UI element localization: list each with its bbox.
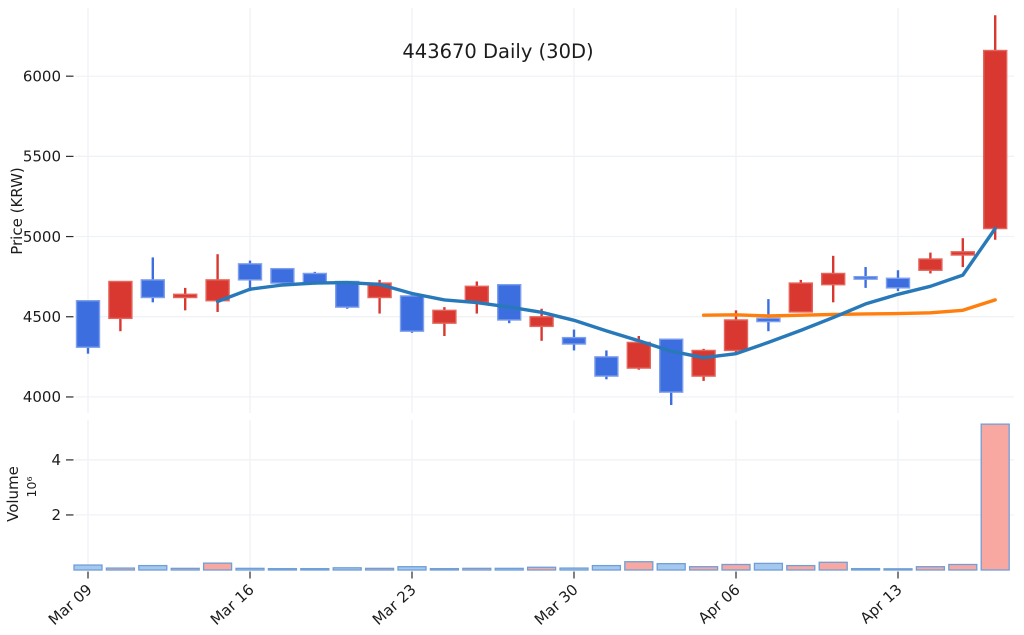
- volume-panel: [73, 423, 1010, 571]
- volume-tick-label: 4: [51, 451, 61, 469]
- price-tick-label: 5000: [23, 228, 61, 246]
- volume-bar-down: [494, 567, 524, 571]
- volume-bar-up: [688, 566, 719, 571]
- candle-up: [464, 285, 489, 304]
- volume-bar-down: [850, 567, 881, 571]
- volume-tick-label: 2: [51, 506, 61, 524]
- candle-up: [529, 316, 554, 328]
- price-tick-label: 5500: [23, 148, 61, 166]
- volume-bar-up: [818, 561, 848, 571]
- price-tick-label: 6000: [23, 67, 61, 85]
- volume-bar-down: [753, 562, 784, 571]
- price-tick-label: 4000: [23, 388, 61, 406]
- candle-down: [237, 263, 263, 281]
- volume-bar-up: [462, 567, 492, 571]
- x-tick-label: Mar 09: [45, 581, 96, 629]
- volume-bar-down: [332, 567, 362, 571]
- axis-layer: 4000 4500 5000 5500 6000 2 4 Mar 09 Mar 16 Mar 23…: [23, 67, 906, 629]
- volume-bar-down: [300, 567, 330, 571]
- x-tick-label: Mar 30: [531, 581, 582, 629]
- candle-down: [497, 283, 522, 321]
- volume-bar-down: [73, 564, 103, 571]
- candle-up: [723, 319, 749, 352]
- volume-bar-down: [235, 567, 265, 571]
- volume-bar-up: [429, 567, 460, 571]
- volume-bar-up: [980, 423, 1010, 571]
- candle-down: [270, 267, 295, 284]
- candle-up: [950, 251, 975, 256]
- x-tick-label: Mar 23: [369, 581, 420, 629]
- candle-up: [432, 309, 457, 324]
- candle-down: [75, 300, 101, 348]
- chart-title: 443670 Daily (30D): [402, 40, 593, 63]
- volume-bar-down: [397, 566, 427, 571]
- x-tick-label: Apr 13: [857, 581, 906, 628]
- volume-bar-up: [202, 562, 233, 571]
- volume-bar-up: [786, 564, 816, 571]
- candle-up: [172, 293, 198, 299]
- x-tick-label: Mar 16: [207, 581, 258, 629]
- candle-up: [108, 280, 133, 320]
- candle-up: [691, 349, 716, 377]
- price-axis-label: Price (KRW): [8, 167, 26, 255]
- candle-down: [885, 277, 911, 289]
- price-panel: [75, 15, 1008, 405]
- candle-down: [853, 275, 878, 280]
- volume-bar-down: [656, 563, 686, 571]
- volume-bar-down: [267, 567, 298, 571]
- volume-bar-up: [526, 566, 557, 571]
- candle-up: [626, 341, 651, 369]
- volume-bar-down: [591, 564, 622, 571]
- candle-up: [918, 258, 943, 271]
- x-tick-label: Apr 06: [695, 581, 744, 628]
- volume-bar-up: [364, 567, 395, 571]
- candle-down: [335, 280, 360, 308]
- price-tick-label: 4500: [23, 308, 61, 326]
- candle-down: [594, 356, 619, 377]
- moving-average-layer: [215, 226, 997, 360]
- volume-bar-down: [559, 567, 589, 571]
- volume-bar-up: [915, 566, 946, 571]
- candle-down: [399, 295, 425, 332]
- volume-bar-up: [721, 563, 751, 571]
- candle-up: [788, 282, 813, 313]
- candle-up: [821, 272, 846, 286]
- candle-up: [983, 49, 1008, 230]
- candle-down: [140, 279, 166, 299]
- volume-bar-up: [170, 567, 200, 571]
- volume-bar-up: [948, 563, 978, 571]
- candle-down: [756, 317, 781, 323]
- ma-long-line: [701, 298, 997, 318]
- ma-short-line: [215, 226, 997, 360]
- volume-axis-label: Volume: [4, 466, 22, 522]
- volume-bar-down: [138, 564, 168, 571]
- candle-down: [561, 336, 587, 345]
- volume-bar-down: [883, 568, 913, 571]
- volume-bar-up: [105, 567, 136, 571]
- volume-axis-exponent: 10⁶: [24, 477, 39, 498]
- volume-bar-up: [624, 561, 654, 571]
